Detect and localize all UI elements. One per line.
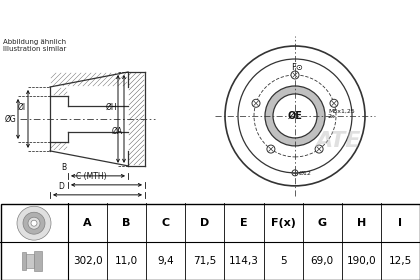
- Text: 11,0: 11,0: [115, 256, 138, 266]
- Text: A: A: [83, 218, 92, 228]
- Text: 302,0: 302,0: [73, 256, 102, 266]
- Text: 190,0: 190,0: [346, 256, 376, 266]
- Text: F(x): F(x): [270, 218, 296, 228]
- Text: Ø12: Ø12: [299, 171, 312, 176]
- Circle shape: [17, 206, 51, 240]
- Bar: [34, 251, 42, 271]
- Text: D: D: [200, 218, 210, 228]
- Circle shape: [267, 145, 275, 153]
- Text: 69,0: 69,0: [311, 256, 334, 266]
- Text: B: B: [61, 163, 66, 172]
- Text: 24.0111-0170.1: 24.0111-0170.1: [102, 8, 248, 26]
- Text: ØA: ØA: [112, 127, 123, 136]
- Text: 9,4: 9,4: [158, 256, 174, 266]
- Text: E: E: [240, 218, 248, 228]
- Circle shape: [31, 220, 37, 226]
- Bar: [22, 252, 26, 270]
- Text: C: C: [162, 218, 170, 228]
- Text: 5: 5: [280, 256, 286, 266]
- Text: 114,3: 114,3: [229, 256, 259, 266]
- Text: ØE: ØE: [288, 111, 302, 121]
- Text: ØI: ØI: [18, 102, 26, 111]
- Text: Abbildung ähnlich: Abbildung ähnlich: [3, 39, 66, 45]
- Circle shape: [291, 71, 299, 79]
- Text: B: B: [123, 218, 131, 228]
- Text: ØG: ØG: [4, 115, 16, 123]
- Text: I: I: [399, 218, 402, 228]
- Circle shape: [273, 94, 317, 138]
- Circle shape: [315, 145, 323, 153]
- Text: 2x: 2x: [328, 115, 336, 120]
- Text: D: D: [58, 182, 64, 191]
- Text: Illustration similar: Illustration similar: [3, 46, 66, 52]
- Text: C (MTH): C (MTH): [76, 172, 107, 181]
- Circle shape: [28, 217, 40, 229]
- Text: 71,5: 71,5: [193, 256, 217, 266]
- Circle shape: [252, 99, 260, 107]
- Text: H: H: [357, 218, 366, 228]
- Bar: [26, 254, 34, 268]
- Circle shape: [265, 86, 325, 146]
- Text: 12,5: 12,5: [389, 256, 412, 266]
- Text: ØH: ØH: [105, 102, 117, 111]
- Circle shape: [23, 212, 45, 234]
- Circle shape: [330, 99, 338, 107]
- Text: 411170: 411170: [295, 8, 365, 26]
- Text: F⊙: F⊙: [291, 64, 303, 73]
- Text: ATE: ATE: [315, 131, 360, 151]
- Text: M8x1,25: M8x1,25: [328, 108, 355, 113]
- Text: G: G: [318, 218, 327, 228]
